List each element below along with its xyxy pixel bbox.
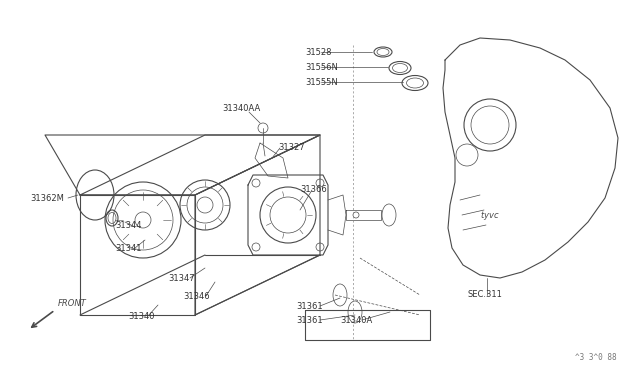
Text: 31344: 31344 [115, 221, 141, 230]
Text: 31346: 31346 [183, 292, 210, 301]
Text: 31361: 31361 [296, 316, 323, 325]
Text: FRONT: FRONT [58, 299, 87, 308]
Text: 31528: 31528 [305, 48, 332, 57]
Text: 31362M: 31362M [30, 194, 64, 203]
Text: 31555N: 31555N [305, 78, 338, 87]
Text: 31347: 31347 [168, 274, 195, 283]
Text: 31366: 31366 [300, 185, 327, 194]
Text: 31341: 31341 [115, 244, 141, 253]
Text: 31340AA: 31340AA [222, 104, 260, 113]
Text: 31327: 31327 [278, 143, 305, 152]
Text: $\it{tyvc}$: $\it{tyvc}$ [480, 208, 500, 221]
Text: 31340: 31340 [128, 312, 154, 321]
Text: SEC.311: SEC.311 [468, 290, 503, 299]
Text: 31340A: 31340A [340, 316, 372, 325]
Text: 31556N: 31556N [305, 63, 338, 72]
Text: 31361: 31361 [296, 302, 323, 311]
Text: ^3 3^0 88: ^3 3^0 88 [575, 353, 616, 362]
